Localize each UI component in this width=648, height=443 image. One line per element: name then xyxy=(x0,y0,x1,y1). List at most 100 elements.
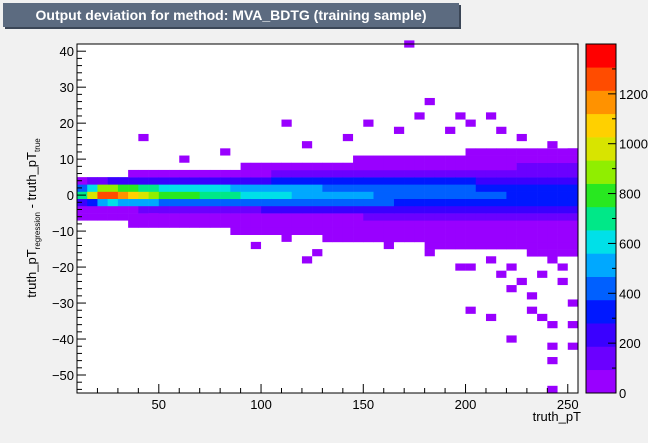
heatmap-cell xyxy=(189,205,200,214)
heatmap-cell xyxy=(445,198,456,207)
heatmap-cell xyxy=(414,162,425,171)
heatmap-cell xyxy=(158,220,170,228)
heatmap-cell xyxy=(301,169,313,178)
z-axis: 0 200 400 600 800 1000 1200 xyxy=(608,68,648,401)
heatmap-cell xyxy=(496,155,507,164)
heatmap-cell xyxy=(537,184,548,192)
heatmap-outlier-cell xyxy=(179,220,190,228)
heatmap-cell xyxy=(261,198,272,207)
heatmap-cell xyxy=(465,213,477,221)
heatmap-cell xyxy=(179,184,190,192)
heatmap-outlier-cell xyxy=(445,126,456,134)
heatmap-cell xyxy=(342,213,354,221)
heatmap-cell xyxy=(332,205,344,214)
heatmap-outlier-cell xyxy=(455,263,466,271)
heatmap-cell xyxy=(148,184,160,192)
heatmap-cell xyxy=(465,234,477,243)
heatmap-cell xyxy=(567,205,579,214)
y-tick-label: −20 xyxy=(52,260,74,275)
heatmap-cell xyxy=(189,184,200,192)
heatmap-cell xyxy=(506,191,517,200)
heatmap-cell xyxy=(353,227,364,235)
heatmap-cell xyxy=(516,220,528,228)
heatmap-cell xyxy=(485,155,497,164)
heatmap-cell xyxy=(526,169,538,178)
heatmap-cell xyxy=(557,177,569,185)
heatmap-cell xyxy=(373,227,385,235)
heatmap-cell xyxy=(353,155,364,164)
heatmap-cell xyxy=(169,191,180,200)
color-palette xyxy=(586,44,616,394)
z-tick-label: 0 xyxy=(619,386,626,401)
heatmap-cell xyxy=(557,148,569,156)
heatmap-cell xyxy=(250,213,262,221)
y-tick-label: −40 xyxy=(52,332,74,347)
heatmap-cell xyxy=(271,162,282,171)
heatmap-cell xyxy=(496,198,507,207)
heatmap-cell xyxy=(353,162,364,171)
heatmap-cell xyxy=(383,162,395,171)
heatmap-cell xyxy=(87,205,98,214)
heatmap-cell xyxy=(373,191,385,200)
heatmap-cell xyxy=(547,220,558,228)
heatmap-cell xyxy=(261,162,272,171)
heatmap-cell xyxy=(506,184,517,192)
heatmap-cell xyxy=(77,184,88,192)
heatmap-cell xyxy=(230,177,241,185)
heatmap-cell xyxy=(240,220,252,228)
heatmap-cell xyxy=(97,198,108,207)
heatmap-outlier-cell xyxy=(567,342,578,350)
heatmap-cell xyxy=(526,227,538,235)
heatmap-cell xyxy=(77,213,88,221)
heatmap-cell xyxy=(301,205,313,214)
heatmap-outlier-cell xyxy=(465,119,476,127)
heatmap-cell xyxy=(220,177,231,185)
heatmap-cell xyxy=(199,205,211,214)
heatmap-outlier-cell xyxy=(547,256,558,264)
heatmap-cell xyxy=(179,198,190,207)
palette-swatch xyxy=(586,253,616,277)
heatmap-cell xyxy=(424,169,436,178)
heatmap-cell xyxy=(312,177,323,185)
heatmap-cell xyxy=(404,162,415,171)
heatmap-cell xyxy=(434,220,446,228)
heatmap-cell xyxy=(230,169,241,178)
heatmap-cell xyxy=(404,220,415,228)
heatmap-cell xyxy=(240,227,252,235)
heatmap-cell xyxy=(117,198,129,207)
heatmap-cell xyxy=(455,184,466,192)
heatmap-cell xyxy=(220,220,231,228)
heatmap-cell xyxy=(261,191,272,200)
heatmap-cell xyxy=(301,198,313,207)
heatmap-outlier-cell xyxy=(414,112,425,120)
heatmap-cell xyxy=(455,205,466,214)
heatmap-cell xyxy=(475,184,487,192)
heatmap-cell xyxy=(158,191,170,200)
heatmap-cell xyxy=(557,213,569,221)
heatmap-cell xyxy=(567,177,579,185)
palette-swatch xyxy=(586,346,616,371)
heatmap-cell xyxy=(291,191,303,200)
heatmap-cell xyxy=(261,213,272,221)
heatmap-cell xyxy=(485,198,497,207)
heatmap-cell xyxy=(485,169,497,178)
heatmap-cell xyxy=(271,213,282,221)
heatmap-cell xyxy=(158,213,170,221)
heatmap-cell xyxy=(393,198,405,207)
heatmap-cell xyxy=(475,205,487,214)
heatmap-outlier-cell xyxy=(496,270,507,278)
heatmap-outlier-cell xyxy=(526,249,538,257)
heatmap-cell xyxy=(332,227,344,235)
heatmap-cell xyxy=(158,205,170,214)
heatmap-cell xyxy=(148,177,160,185)
heatmap-cell xyxy=(291,169,303,178)
heatmap-cell xyxy=(209,184,221,192)
heatmap-cell xyxy=(230,184,241,192)
heatmap-cell xyxy=(383,184,395,192)
heatmap-cell xyxy=(128,169,139,178)
palette-swatch xyxy=(586,44,616,68)
heatmap-cell xyxy=(526,198,538,207)
heatmap-cell xyxy=(393,169,405,178)
z-tick-label: 600 xyxy=(619,236,641,251)
heatmap-cell xyxy=(271,191,282,200)
